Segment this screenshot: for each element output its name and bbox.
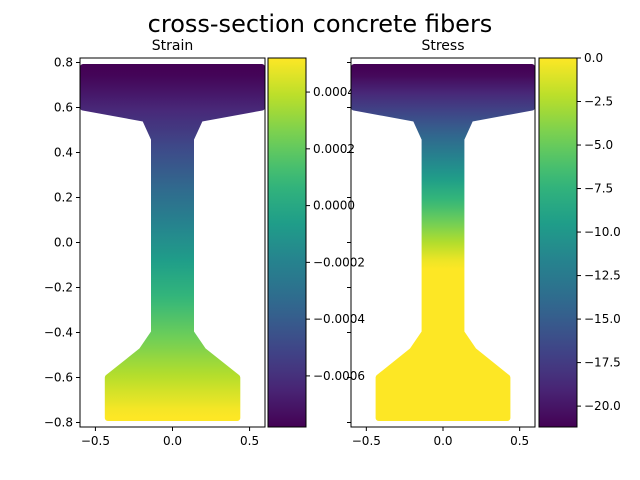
stress-colorbar-tick-label: 0.0 <box>584 51 603 65</box>
strain-xtick-label: −0.5 <box>81 434 110 448</box>
strain-ytick-label: 0.0 <box>54 236 73 250</box>
stress-title: Stress <box>421 38 464 54</box>
strain-ytick-label: 0.6 <box>54 101 73 115</box>
strain-xtick-label: 0.5 <box>240 434 259 448</box>
strain-ytick-label: 0.4 <box>54 146 73 160</box>
strain-title: Strain <box>152 38 193 54</box>
stress-colorbar-gradient <box>538 57 578 428</box>
stress-colorbar-tick-label: −12.5 <box>584 269 621 283</box>
strain-colorbar-tick-label: −0.0006 <box>313 369 365 383</box>
strain-ytick-label: 0.2 <box>54 191 73 205</box>
stress-colorbar-tick-label: −17.5 <box>584 356 621 370</box>
stress-xtick-label: 0.0 <box>433 434 452 448</box>
strain-xtick-label: 0.0 <box>163 434 182 448</box>
strain-axes: Strain −0.5 0.0 0.5 −0.8 −0.6 −0.4 −0.2 0.0 0.2 0.… <box>44 38 365 448</box>
strain-colorbar-tick-label: 0.0000 <box>313 199 355 213</box>
stress-xtick-label: −0.5 <box>352 434 381 448</box>
stress-colorbar-tick-label: −20.0 <box>584 399 621 413</box>
stress-colorbar-tick-label: −7.5 <box>584 182 613 196</box>
stress-axes: Stress −0.5 0.0 0.5 0.0 −2.5 −5.0 −7.5 −10.0 −12.… <box>347 38 621 448</box>
stress-colorbar-tick-label: −5.0 <box>584 138 613 152</box>
strain-colorbar-tick-label: 0.0004 <box>313 85 355 99</box>
strain-colorbar-tick-label: −0.0004 <box>313 312 365 326</box>
strain-colorbar-tick-label: 0.0002 <box>313 142 355 156</box>
strain-ytick-label: −0.2 <box>44 281 73 295</box>
strain-fiber-section <box>80 64 265 421</box>
stress-colorbar: 0.0 −2.5 −5.0 −7.5 −10.0 −12.5 −15.0 −17.5 −20.0 <box>538 51 621 428</box>
strain-colorbar-tick-label: −0.0002 <box>313 255 365 269</box>
stress-fiber-section <box>351 64 535 421</box>
strain-colorbar: 0.0004 0.0002 0.0000 −0.0002 −0.0004 −0.0006 <box>267 57 365 428</box>
stress-colorbar-tick-label: −2.5 <box>584 95 613 109</box>
strain-colorbar-gradient <box>267 57 307 428</box>
strain-ytick-label: −0.4 <box>44 326 73 340</box>
stress-colorbar-tick-label: −10.0 <box>584 225 621 239</box>
strain-ytick-label: −0.6 <box>44 371 73 385</box>
strain-ytick-label: 0.8 <box>54 56 73 70</box>
figure-title: cross-section concrete fibers <box>148 10 493 38</box>
strain-ytick-label: −0.8 <box>44 416 73 430</box>
stress-colorbar-tick-label: −15.0 <box>584 312 621 326</box>
stress-xtick-label: 0.5 <box>510 434 529 448</box>
